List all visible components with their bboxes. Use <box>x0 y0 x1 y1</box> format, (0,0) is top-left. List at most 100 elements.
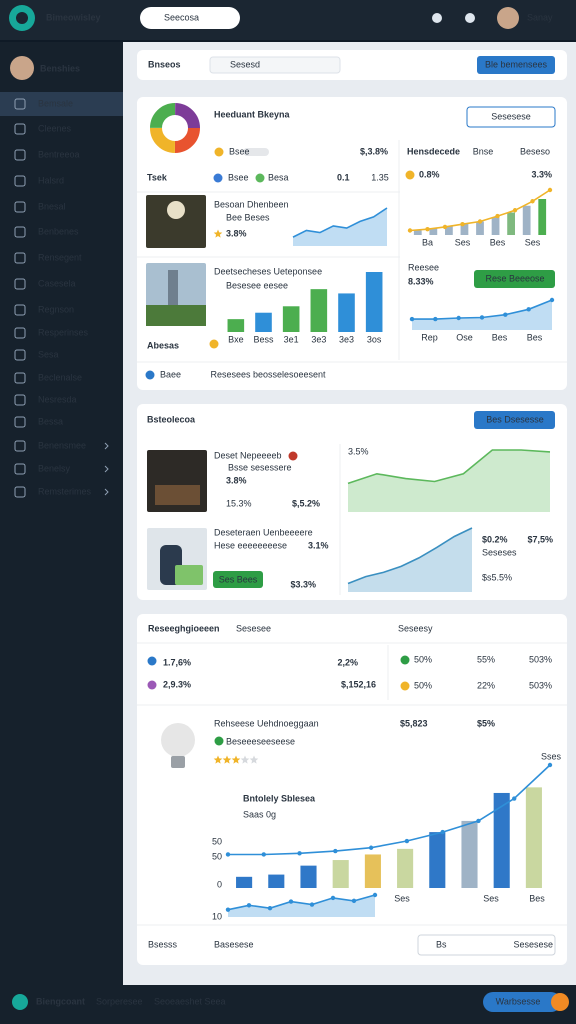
bar <box>255 312 272 332</box>
value: 8.33% <box>408 276 434 286</box>
axis-label: Ses <box>525 237 541 247</box>
menu-item[interactable]: Resperinses <box>38 327 89 337</box>
menu-item[interactable]: Casesela <box>38 278 76 288</box>
axis-label: Ba <box>422 237 433 247</box>
brand-logo <box>150 103 200 153</box>
value: $s5.5% <box>482 572 512 582</box>
menu-icon <box>14 349 26 361</box>
menu-item[interactable]: Bessa <box>38 416 63 426</box>
axis-label: 50 <box>212 851 222 861</box>
value: 3.3% <box>531 169 552 179</box>
menu-item[interactable]: Cleenes <box>38 123 72 133</box>
image-detail <box>155 485 200 505</box>
bulb-image <box>171 756 185 768</box>
menu-item[interactable]: Sesa <box>38 349 59 359</box>
button[interactable] <box>483 992 561 1012</box>
menu-item[interactable]: Bentreeoa <box>38 149 80 159</box>
axis-label: 0 <box>217 879 222 889</box>
search-input[interactable] <box>209 56 341 74</box>
button-label: Ble bemensees <box>485 59 548 69</box>
select-label: Bs <box>436 939 447 949</box>
item-subtitle: Besesee eesee <box>226 280 288 290</box>
bar <box>397 848 414 888</box>
status-dot <box>209 339 219 349</box>
status: Seoeaeshet Seea <box>154 996 226 1006</box>
select-box[interactable] <box>417 934 556 956</box>
tab: Bnse <box>473 146 494 156</box>
menu-icon <box>14 149 26 161</box>
menu-item[interactable]: Bnesal <box>38 201 66 211</box>
button[interactable] <box>477 56 555 74</box>
status-dot <box>255 173 265 183</box>
active-item <box>0 92 123 116</box>
axis-label: Bes <box>492 332 508 342</box>
bar <box>507 212 515 235</box>
image <box>146 195 206 248</box>
menu-item[interactable]: Rensegent <box>38 252 82 262</box>
area-fill <box>348 528 472 592</box>
product-subtitle: Beseeeseeseese <box>226 736 295 746</box>
link: Sorperesee <box>96 996 143 1006</box>
bar <box>429 832 446 888</box>
point <box>440 829 445 835</box>
line <box>347 449 551 485</box>
menu-item[interactable]: Beclenalse <box>38 372 82 382</box>
logo <box>12 994 28 1010</box>
bar <box>476 221 484 235</box>
menu-item[interactable]: Bemsale <box>38 98 73 108</box>
status-dot <box>400 655 410 665</box>
bar <box>491 217 500 235</box>
axis-label: Bes <box>529 893 545 903</box>
table-cell: 22% <box>477 680 495 690</box>
avatar <box>10 56 34 80</box>
point <box>456 315 461 321</box>
menu-item[interactable]: Benbenes <box>38 226 79 236</box>
menu-icon <box>14 252 26 264</box>
image-detail <box>168 270 178 305</box>
button-label: Warbsesse <box>496 996 541 1006</box>
stat-change: 2,2% <box>337 657 358 667</box>
bar <box>332 860 349 888</box>
tab: Sesesee <box>236 623 271 633</box>
label: Abesas <box>147 340 179 350</box>
button[interactable] <box>466 106 556 128</box>
point <box>309 902 315 907</box>
chart-label: 3.5% <box>348 446 369 456</box>
axis-label: 3e1 <box>284 334 299 344</box>
search-text: Seecosa <box>164 12 199 22</box>
menu-icon <box>14 394 26 406</box>
footer-text: Resesees beosselesoeesent <box>210 369 326 379</box>
change: $5% <box>477 718 495 728</box>
star <box>213 229 223 238</box>
item-subtitle: Bee Beses <box>226 212 270 222</box>
area-fill <box>228 895 375 917</box>
bar <box>338 293 355 332</box>
menu-item[interactable]: Halsrd <box>38 175 64 185</box>
axis-label: 3e3 <box>339 334 354 344</box>
chevron <box>104 465 109 473</box>
menu-item[interactable]: Regnson <box>38 304 74 314</box>
line <box>227 894 376 911</box>
bar <box>445 226 453 235</box>
point <box>225 907 231 912</box>
search-box[interactable] <box>140 7 240 29</box>
bar <box>461 820 478 888</box>
link: Basesese <box>214 939 254 949</box>
bar <box>538 199 547 235</box>
bar <box>429 228 438 235</box>
point <box>460 222 465 227</box>
button[interactable] <box>474 411 555 429</box>
line <box>347 527 473 585</box>
point <box>425 226 430 232</box>
menu-item[interactable]: Remsterimes <box>38 486 92 496</box>
button[interactable] <box>213 571 263 588</box>
axis-label: 10 <box>212 911 222 921</box>
menu-item[interactable]: Benensmee <box>38 440 86 450</box>
button[interactable] <box>474 270 555 288</box>
menu-item[interactable]: Benelsy <box>38 463 71 473</box>
status-dot <box>400 681 410 691</box>
axis-label: 50 <box>212 836 222 846</box>
status-dot <box>213 173 223 183</box>
menu-item[interactable]: Nesresda <box>38 394 77 404</box>
